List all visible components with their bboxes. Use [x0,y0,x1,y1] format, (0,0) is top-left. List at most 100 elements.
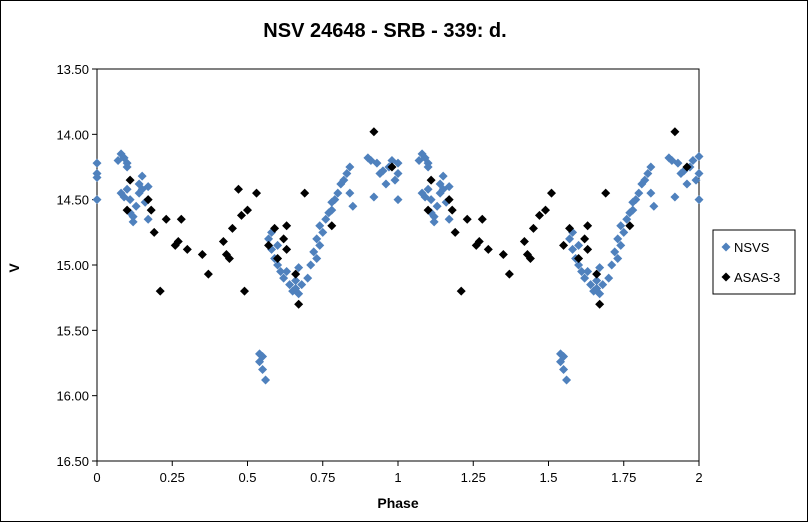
data-point [583,267,593,277]
data-points [92,127,704,385]
data-point [691,175,701,185]
x-tick-label: 1 [394,470,401,485]
data-point [143,195,153,205]
data-point [616,221,626,231]
data-point [155,286,165,296]
data-point [450,227,460,237]
data-point [273,260,283,270]
data-point [218,236,228,246]
data-point [369,192,379,202]
y-tick-label: 15.50 [56,323,89,338]
y-axis: 13.50 14.00 14.50 15.00 15.50 16.00 16.50 [56,62,97,469]
data-point [291,276,301,286]
data-point [261,375,271,385]
data-point [122,162,132,172]
data-point [592,276,602,286]
data-point [574,253,584,263]
data-point [456,286,466,296]
series-nsvs [92,149,704,385]
data-point [321,214,331,224]
data-point [547,188,557,198]
data-point [498,250,508,260]
data-point [598,280,608,290]
data-point [315,240,325,250]
data-point [312,253,322,263]
data-point [592,269,602,279]
data-point [128,212,138,222]
x-tick-label: 1.25 [461,470,486,485]
legend-marker [721,272,731,282]
data-point [291,269,301,279]
data-point [429,212,439,222]
data-point [610,247,620,257]
data-point [282,221,292,231]
data-point [282,267,292,277]
data-point [236,210,246,220]
data-point [327,205,337,215]
data-point [568,244,578,254]
data-point [613,234,623,244]
data-point [423,184,433,194]
data-point [378,166,388,176]
data-point [694,169,704,179]
data-point [297,280,307,290]
data-point [92,169,102,179]
data-point [273,240,283,250]
y-axis-label: V [6,263,22,273]
data-point [559,351,569,361]
data-point [276,267,286,277]
data-point [426,175,436,185]
data-point [525,253,535,263]
data-point [330,195,340,205]
data-point [688,155,698,165]
data-point [252,188,262,198]
data-point [580,234,590,244]
series-asas-3 [122,127,692,309]
data-point [342,169,352,179]
data-point [381,179,391,189]
data-point [559,240,569,250]
data-point [390,175,400,185]
data-point [294,263,304,273]
data-point [586,280,596,290]
data-point [161,214,171,224]
data-point [583,221,593,231]
data-point [670,127,680,137]
data-point [128,217,138,227]
data-point [540,205,550,215]
data-point [670,192,680,202]
data-point [432,201,442,211]
legend-label: ASAS-3 [734,270,780,285]
data-point [559,365,569,375]
data-point [616,240,626,250]
data-point [327,221,337,231]
data-point [438,171,448,181]
data-point [694,152,704,162]
data-point [243,205,252,215]
legend: NSVS ASAS-3 [712,229,796,295]
data-point [682,162,692,172]
data-point [294,299,304,309]
data-point [224,253,234,263]
data-point [279,273,289,283]
data-point [565,234,575,244]
data-point [197,250,207,260]
data-point [312,234,322,244]
data-point [634,188,644,198]
data-point [173,236,183,246]
data-point [528,223,538,233]
data-point [604,273,614,283]
data-point [595,263,605,273]
data-point [258,365,268,375]
data-point [577,267,587,277]
data-point [595,289,605,299]
data-point [631,195,641,205]
data-point [646,188,656,198]
data-point [607,260,617,270]
data-point [601,188,611,198]
x-tick-label: 0.75 [310,470,335,485]
data-point [273,253,283,263]
data-point [92,158,102,168]
y-tick-label: 16.50 [56,454,89,469]
data-point [176,214,186,224]
